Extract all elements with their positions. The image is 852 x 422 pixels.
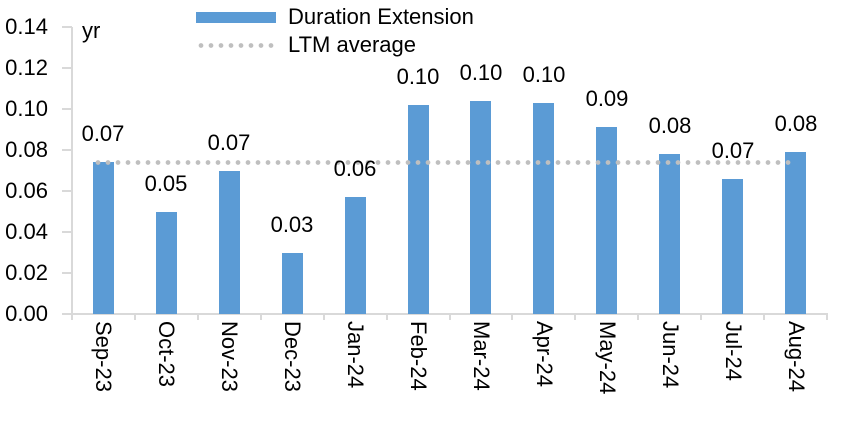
bar-series-swatch-icon (196, 11, 276, 23)
x-axis-tick (574, 313, 577, 320)
x-tick-label-jan-24: Jan-24 (343, 321, 368, 389)
y-axis-tick (62, 108, 72, 110)
y-axis-unit-label: yr (82, 18, 101, 43)
y-tick-label: 0.10 (5, 96, 48, 121)
x-axis-tick (448, 313, 451, 320)
bar-value-label-jul-24: 0.07 (711, 137, 755, 163)
x-axis-tick (133, 313, 136, 320)
legend-label-ltm-average: LTM average (288, 32, 416, 57)
y-tick-label: 0.02 (5, 260, 48, 285)
x-axis-tick (385, 313, 388, 320)
bar-value-label-aug-24: 0.08 (774, 111, 818, 137)
y-axis-tick (62, 149, 72, 151)
bar-nov-23 (219, 170, 240, 314)
y-axis-tick (62, 67, 72, 69)
bar-value-label-nov-23: 0.07 (207, 129, 251, 155)
bar-value-label-jun-24: 0.08 (648, 113, 692, 139)
x-tick-label-sep-23: Sep-23 (91, 321, 116, 392)
y-tick-label: 0.00 (5, 301, 48, 326)
x-axis-tick (196, 313, 199, 320)
dotted-line-swatch-icon (196, 42, 276, 48)
legend: Duration Extension LTM average (196, 3, 474, 59)
x-tick-label-nov-23: Nov-23 (217, 321, 242, 392)
bar-value-label-apr-24: 0.10 (522, 61, 566, 87)
x-tick-label-jun-24: Jun-24 (658, 321, 683, 389)
bar-sep-23 (93, 162, 114, 314)
x-tick-label-aug-24: Aug-24 (784, 321, 809, 392)
bar-may-24 (596, 127, 617, 314)
x-tick-label-oct-23: Oct-23 (154, 321, 179, 388)
bar-apr-24 (533, 102, 554, 314)
x-axis-tick (826, 313, 828, 320)
y-axis-line (71, 27, 73, 315)
x-tick-label-mar-24: Mar-24 (469, 321, 494, 391)
bar-jan-24 (345, 197, 366, 314)
bar-value-label-may-24: 0.09 (585, 86, 629, 112)
legend-item-ltm-average: LTM average (196, 31, 474, 59)
x-tick-label-apr-24: Apr-24 (532, 321, 557, 388)
y-axis-tick (62, 190, 72, 192)
x-axis-tick (322, 313, 325, 320)
y-tick-label: 0.08 (5, 137, 48, 162)
bar-mar-24 (470, 100, 491, 314)
bar-oct-23 (156, 211, 177, 314)
x-axis-tick (511, 313, 514, 320)
x-tick-label-jul-24: Jul-24 (721, 321, 746, 381)
bar-value-label-feb-24: 0.10 (396, 63, 440, 89)
bar-value-label-mar-24: 0.10 (459, 59, 503, 85)
legend-item-duration-extension: Duration Extension (196, 3, 474, 31)
y-axis-tick (62, 26, 72, 28)
x-axis-tick (763, 313, 766, 320)
y-tick-label: 0.14 (5, 14, 48, 39)
x-tick-label-feb-24: Feb-24 (406, 321, 431, 391)
bar-value-label-jan-24: 0.06 (333, 156, 377, 182)
x-axis-tick (637, 313, 640, 320)
legend-label-duration-extension: Duration Extension (288, 4, 474, 29)
bar-value-label-oct-23: 0.05 (144, 170, 188, 196)
ltm-average-line (93, 160, 794, 165)
bar-value-label-sep-23: 0.07 (81, 121, 125, 147)
y-axis-tick (62, 272, 72, 274)
bar-value-label-dec-23: 0.03 (270, 211, 314, 237)
x-tick-label-may-24: May-24 (595, 321, 620, 395)
y-tick-label: 0.04 (5, 219, 48, 244)
y-axis-tick (62, 231, 72, 233)
y-axis-tick (62, 313, 72, 315)
x-axis-tick (700, 313, 703, 320)
bar-jul-24 (722, 178, 743, 314)
x-tick-label-dec-23: Dec-23 (280, 321, 305, 392)
bar-aug-24 (785, 152, 806, 314)
y-tick-label: 0.12 (5, 55, 48, 80)
bar-jun-24 (659, 154, 680, 314)
x-axis-tick (71, 313, 73, 320)
bar-feb-24 (408, 104, 429, 314)
y-tick-label: 0.06 (5, 178, 48, 203)
x-axis-tick (259, 313, 262, 320)
bar-dec-23 (282, 252, 303, 314)
